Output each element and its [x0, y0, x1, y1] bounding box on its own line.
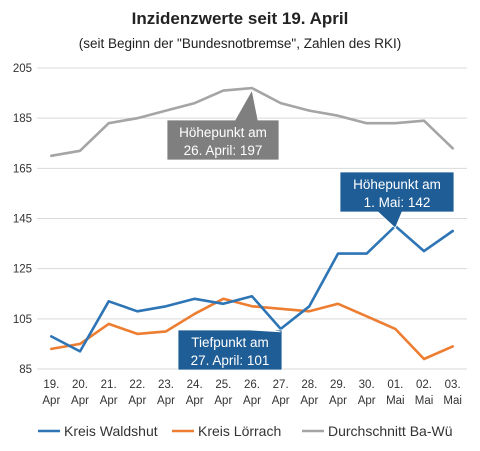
x-tick-label: Apr	[157, 395, 175, 407]
x-tick-label: Apr	[214, 395, 232, 407]
annotation-box	[166, 88, 280, 161]
x-tick-label: 28.	[301, 379, 317, 391]
x-tick-label: Apr	[128, 395, 146, 407]
annotation-hoehepunkt-bawue: Höhepunkt am 26. April: 197	[166, 88, 280, 161]
chart-subtitle: (seit Beginn der "Bundesnotbremse", Zahl…	[78, 36, 402, 51]
annotation-box	[177, 329, 283, 371]
x-tick-label: Apr	[358, 395, 376, 407]
annotation-text: Höhepunkt am	[353, 177, 441, 192]
y-tick-label: 85	[19, 364, 32, 376]
y-tick-label: 185	[13, 113, 32, 125]
x-tick-label: 03.	[445, 379, 461, 391]
legend-label-1: Kreis Lörrach	[198, 423, 281, 439]
x-tick-label: 27.	[273, 379, 289, 391]
y-tick-label: 205	[13, 63, 32, 75]
x-tick-label: 24.	[187, 379, 203, 391]
x-tick-label: Apr	[71, 395, 89, 407]
x-tick-label: Apr	[186, 395, 204, 407]
x-tick-label: Apr	[42, 395, 60, 407]
x-tick-label: Apr	[100, 395, 118, 407]
x-tick-label: Apr	[300, 395, 318, 407]
legend-label-0: Kreis Waldshut	[64, 423, 158, 439]
series-line-0	[49, 224, 455, 353]
annotation-hoehepunkt-waldshut: Höhepunkt am 1. Mai: 142	[339, 171, 455, 229]
x-tick-label: 20.	[72, 379, 88, 391]
x-tick-label: 29.	[330, 379, 346, 391]
x-tick-label: Mai	[415, 395, 434, 407]
y-tick-label: 125	[13, 264, 32, 276]
chart-title: Inzidenzwerte seit 19. April	[131, 9, 349, 28]
x-tick-label: 26.	[244, 379, 260, 391]
annotation-text: 27. April: 101	[191, 353, 270, 368]
legend-label-2: Durchschnitt Ba-Wü	[328, 423, 452, 439]
x-tick-label: 19.	[43, 379, 59, 391]
annotation-text: 1. Mai: 142	[364, 195, 431, 210]
series-line-2	[49, 86, 455, 158]
x-tick-label: 25.	[215, 379, 231, 391]
x-tick-label: 01.	[387, 379, 403, 391]
annotation-tiefpunkt-waldshut: Tiefpunkt am 27. April: 101	[177, 329, 283, 371]
x-tick-label: Mai	[386, 395, 405, 407]
annotation-text: 26. April: 197	[184, 143, 263, 158]
x-tick-label: 21.	[101, 379, 117, 391]
x-tick-label: Mai	[443, 395, 462, 407]
y-tick-label: 145	[13, 214, 32, 226]
x-tick-label: Apr	[272, 395, 290, 407]
x-tick-label: Apr	[329, 395, 347, 407]
y-tick-label: 165	[13, 163, 32, 175]
x-tick-label: 30.	[359, 379, 375, 391]
annotation-text: Tiefpunkt am	[191, 335, 269, 350]
annotation-box	[339, 171, 455, 229]
x-tick-label: 23.	[158, 379, 174, 391]
y-tick-label: 105	[13, 314, 32, 326]
series-line-1	[49, 297, 455, 361]
annotation-text: Höhepunkt am	[179, 125, 267, 140]
x-tick-label: 02.	[416, 379, 432, 391]
x-tick-label: Apr	[243, 395, 261, 407]
x-tick-label: 22.	[129, 379, 145, 391]
